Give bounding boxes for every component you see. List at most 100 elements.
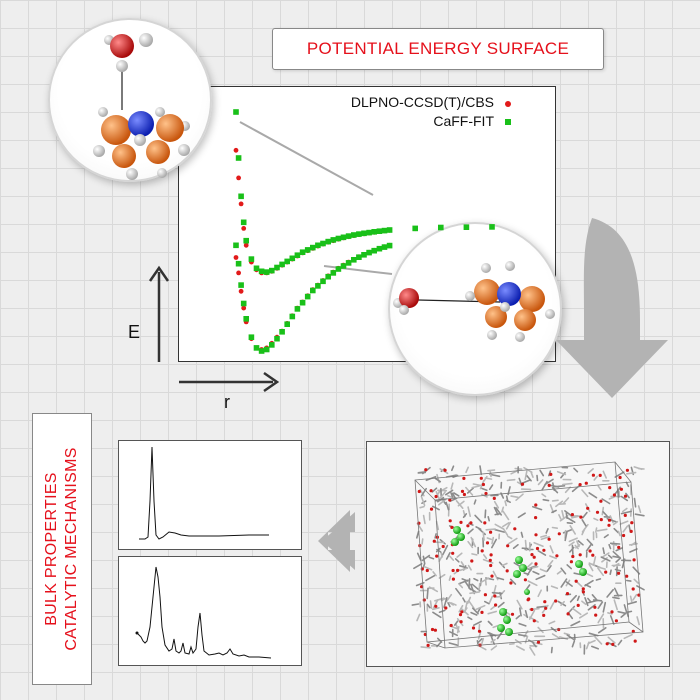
md-bond bbox=[510, 495, 519, 499]
data-point-s2-c1-20 bbox=[325, 238, 331, 245]
md-oxygen-atom bbox=[456, 568, 460, 572]
data-point-s2-c1-3 bbox=[240, 219, 247, 226]
md-bond bbox=[459, 565, 469, 569]
md-bond bbox=[612, 555, 621, 559]
md-bond bbox=[515, 493, 524, 502]
md-bond bbox=[487, 469, 496, 472]
md-bond bbox=[439, 491, 446, 499]
md-oxygen-atom bbox=[629, 529, 633, 533]
md-bond bbox=[636, 616, 641, 626]
md-bond bbox=[625, 471, 637, 475]
md-bond bbox=[520, 531, 524, 538]
md-oxygen-atom bbox=[584, 481, 588, 485]
md-bond bbox=[490, 634, 495, 645]
md-bond bbox=[581, 600, 587, 606]
data-point-s2-c1-31 bbox=[381, 227, 388, 234]
md-bond bbox=[556, 470, 567, 476]
y-axis-arrow bbox=[148, 265, 170, 362]
md-bond bbox=[591, 645, 599, 650]
md-oxygen-atom bbox=[591, 473, 595, 477]
y-axis-label: E bbox=[128, 322, 141, 342]
md-oxygen-atom bbox=[631, 629, 635, 633]
md-bond bbox=[490, 645, 498, 651]
md-bond bbox=[597, 627, 607, 634]
md-bond bbox=[584, 597, 589, 607]
md-bond bbox=[491, 536, 495, 545]
data-point-s2-c1-33 bbox=[412, 225, 418, 232]
md-bond bbox=[563, 632, 571, 636]
md-oxygen-atom bbox=[557, 627, 561, 632]
md-bond bbox=[466, 487, 474, 494]
md-bond bbox=[620, 612, 627, 618]
md-bond bbox=[611, 543, 618, 546]
md-oxygen-atom bbox=[490, 574, 494, 578]
md-bond bbox=[530, 471, 534, 479]
bulk-properties-box: BULK PROPERTIES CATALYTIC MECHANISMS bbox=[32, 413, 92, 685]
data-point-s2-c1-26 bbox=[356, 231, 362, 237]
md-bond bbox=[428, 556, 435, 560]
md-oxygen-atom bbox=[489, 553, 493, 557]
md-oxygen-atom bbox=[610, 610, 614, 614]
md-bond bbox=[451, 492, 456, 499]
md-bond bbox=[505, 521, 511, 530]
md-bond bbox=[493, 500, 500, 509]
md-bond bbox=[620, 495, 629, 502]
md-oxygen-atom bbox=[492, 496, 496, 500]
data-point-s2-c1-32 bbox=[386, 227, 393, 233]
md-oxygen-atom bbox=[449, 623, 453, 628]
md-bond bbox=[532, 505, 543, 511]
x-axis-arrow bbox=[179, 371, 280, 393]
md-bond bbox=[550, 646, 553, 654]
md-bond bbox=[537, 626, 544, 634]
md-bond bbox=[532, 642, 537, 648]
md-oxygen-atom bbox=[633, 639, 637, 643]
md-bond bbox=[542, 498, 550, 502]
md-bond bbox=[550, 585, 559, 590]
md-bond bbox=[437, 637, 443, 643]
data-point-s2-c2-0 bbox=[233, 242, 239, 249]
md-bond bbox=[568, 605, 576, 614]
data-point-s2-c2-8 bbox=[263, 346, 270, 353]
md-bond bbox=[445, 489, 454, 496]
md-bond bbox=[554, 484, 566, 488]
md-bond bbox=[513, 562, 522, 568]
md-bond bbox=[614, 471, 625, 478]
md-bond bbox=[445, 501, 450, 511]
md-bond bbox=[564, 486, 572, 494]
md-bond bbox=[490, 638, 496, 643]
md-oxygen-atom bbox=[612, 493, 616, 497]
legend-label-series-1: DLPNO-CCSD(T)/CBS bbox=[350, 94, 494, 110]
md-bond bbox=[594, 636, 603, 645]
data-point-s2-c1-17 bbox=[310, 244, 316, 251]
data-point-s2-c1-4 bbox=[243, 237, 249, 244]
md-oxygen-atom bbox=[480, 610, 484, 614]
md-bond bbox=[434, 477, 442, 483]
data-point-s2-c2-18 bbox=[315, 283, 321, 289]
md-bond bbox=[617, 639, 623, 646]
md-oxygen-atom bbox=[607, 523, 611, 527]
md-bond bbox=[569, 594, 577, 603]
data-point-s1-c1-4 bbox=[243, 242, 249, 248]
md-bond bbox=[564, 510, 573, 517]
md-bond bbox=[623, 633, 633, 640]
legend-marker-series-2 bbox=[505, 119, 511, 125]
md-bond bbox=[617, 610, 626, 614]
md-bond bbox=[450, 492, 454, 498]
md-bond bbox=[633, 578, 639, 584]
md-bond bbox=[411, 603, 420, 606]
md-bond bbox=[485, 528, 496, 531]
md-oxygen-atom bbox=[443, 468, 447, 472]
x-axis-label: r bbox=[224, 392, 230, 412]
md-bond bbox=[563, 497, 570, 504]
md-bond bbox=[597, 485, 602, 491]
md-bond bbox=[571, 544, 574, 555]
md-bond bbox=[581, 523, 589, 533]
md-bond bbox=[539, 469, 545, 477]
md-bond bbox=[478, 582, 481, 591]
md-bond bbox=[512, 544, 519, 550]
md-bond bbox=[581, 489, 589, 498]
md-bond bbox=[633, 497, 637, 508]
md-oxygen-atom bbox=[611, 642, 615, 646]
md-bond bbox=[432, 505, 440, 511]
md-oxygen-atom bbox=[434, 604, 438, 608]
